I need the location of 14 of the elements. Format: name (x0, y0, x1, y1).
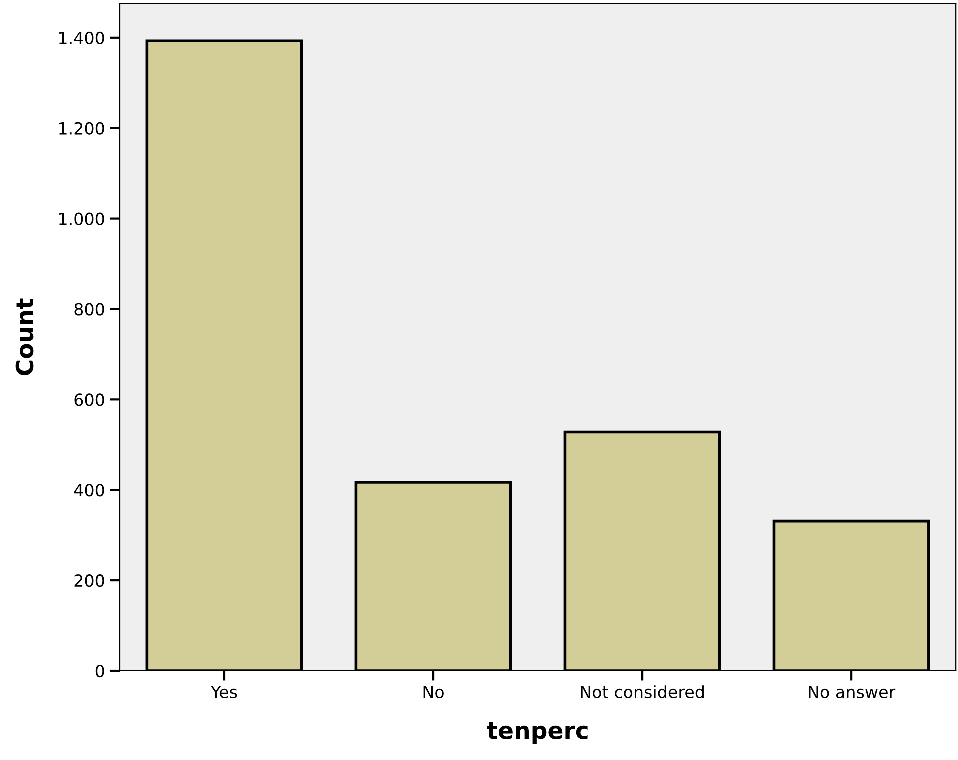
y-tick-label: 0 (96, 664, 104, 678)
y-tick-label: 200 (74, 574, 104, 588)
x-tick-label: No answer (809, 686, 896, 698)
y-tick-label: 600 (74, 394, 104, 406)
y-axis-title: Count (16, 298, 34, 376)
x-tick-label: Yes (211, 686, 238, 698)
y-tick-label: 1.200 (60, 122, 104, 135)
x-tick-label: No (424, 686, 444, 698)
x-axis-title: tenperc (487, 722, 588, 744)
x-tick-label: Not considered (581, 686, 704, 698)
y-tick-label: 800 (74, 303, 104, 316)
y-tick-label: 400 (74, 484, 104, 497)
y-tick-label: 1.400 (60, 32, 104, 44)
y-tick-label: 1.000 (60, 212, 104, 226)
